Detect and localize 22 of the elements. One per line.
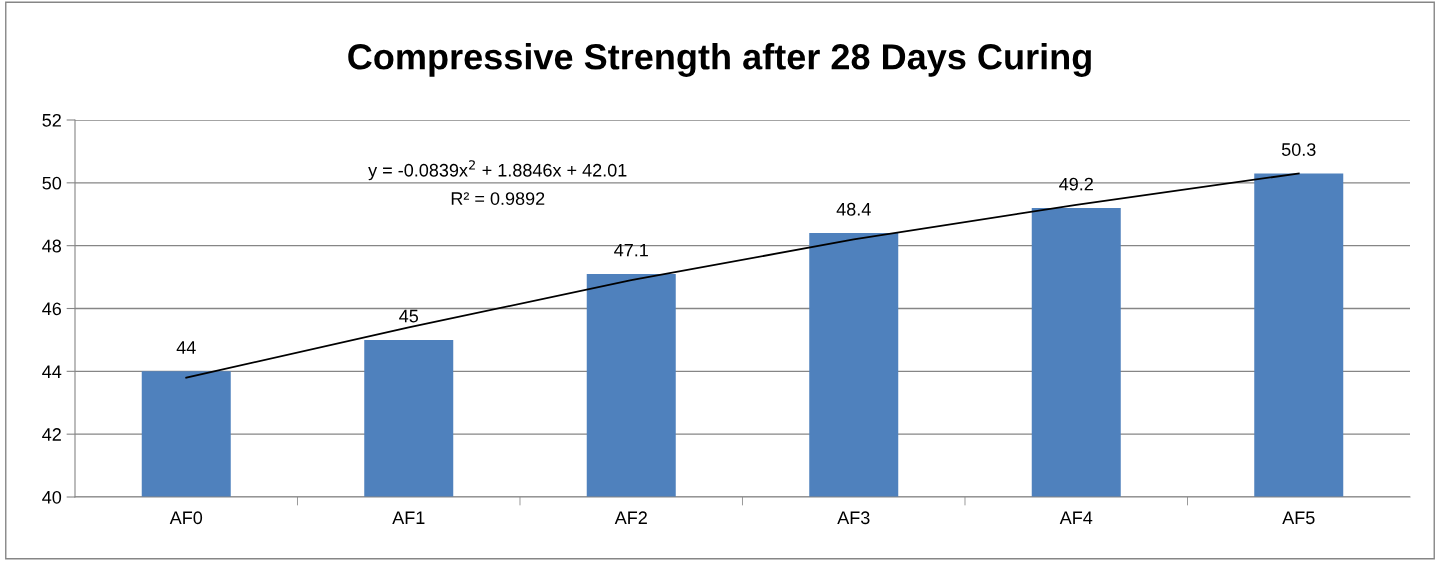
x-tick-label: AF0: [169, 511, 203, 525]
y-tick-label: 42: [42, 428, 61, 441]
x-tick-label: AF4: [1059, 511, 1093, 524]
y-tick-label: 50: [42, 176, 62, 190]
x-tick-label: AF3: [837, 511, 870, 525]
x-tick-label: AF2: [614, 511, 647, 524]
x-tick-label: AF1: [392, 511, 425, 524]
y-tick-label: 48: [42, 239, 62, 253]
data-label: 50.3: [1281, 143, 1316, 156]
x-tick-label: AF5: [1282, 511, 1315, 525]
y-tick-label: 44: [42, 365, 62, 378]
y-tick-label: 46: [42, 302, 62, 316]
data-label: 45: [399, 309, 419, 323]
data-label: 47.1: [614, 243, 648, 257]
annotation: R² = 0.9892: [451, 192, 545, 205]
data-label: 44: [176, 341, 196, 354]
annotation: y = -0.0839x$^{2}$ + 1.8846x + 42.01: [368, 160, 627, 181]
y-tick-label: 52: [42, 113, 61, 127]
y-tick-label: 40: [42, 490, 62, 504]
data-label: 49.2: [1059, 177, 1093, 191]
data-label: 48.4: [836, 202, 871, 216]
chart-title: Compressive Strength after 28 Days Curing: [348, 43, 1091, 77]
